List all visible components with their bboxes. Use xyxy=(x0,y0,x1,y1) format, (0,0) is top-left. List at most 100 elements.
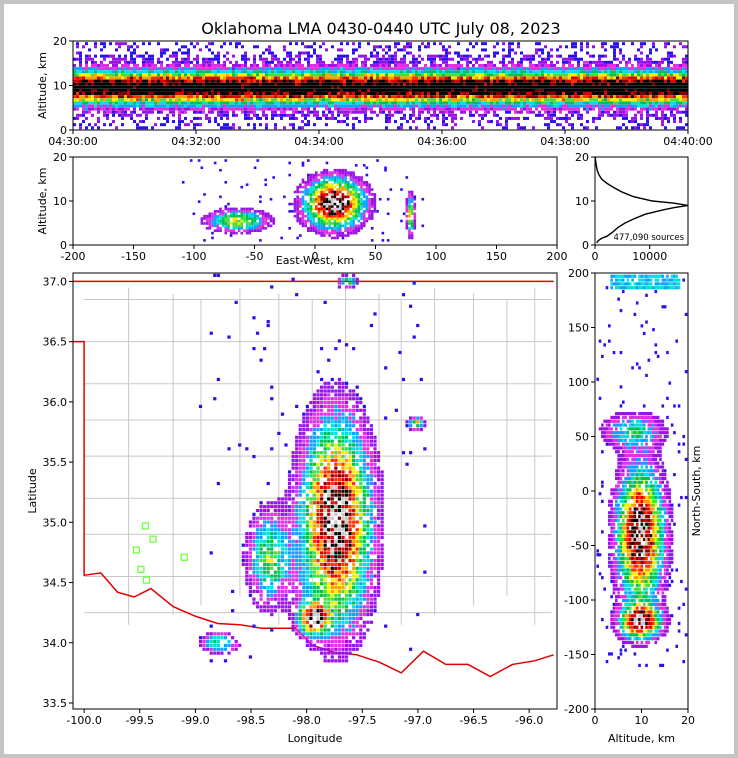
time-height-source xyxy=(664,98,667,102)
time-height-source xyxy=(358,76,361,80)
ew-source xyxy=(296,236,299,240)
time-height-source xyxy=(106,70,109,74)
time-height-source xyxy=(487,85,490,89)
time-height-source xyxy=(367,85,370,89)
time-height-source xyxy=(172,51,175,55)
time-height-source xyxy=(538,48,541,52)
time-height-source xyxy=(313,107,316,111)
time-height-source xyxy=(190,101,193,105)
time-height-source xyxy=(559,82,562,86)
time-height-source xyxy=(574,73,577,77)
time-height-source xyxy=(349,82,352,86)
time-height-source xyxy=(376,76,379,80)
ew-source xyxy=(336,234,339,237)
time-height-source xyxy=(613,45,616,49)
time-height-source xyxy=(262,57,265,61)
time-height-source xyxy=(154,123,157,127)
ew-source xyxy=(354,183,358,187)
time-height-source xyxy=(682,82,685,86)
time-height-source xyxy=(172,67,175,71)
time-height-source xyxy=(649,98,652,102)
time-height-source xyxy=(328,63,331,67)
time-height-source xyxy=(514,101,517,105)
time-height-source xyxy=(301,76,304,80)
ew-source xyxy=(352,183,355,187)
time-height-source xyxy=(133,104,136,108)
ew-source xyxy=(245,226,249,230)
time-height-source xyxy=(178,126,181,130)
ew-source xyxy=(315,181,318,184)
ew-source xyxy=(312,173,315,177)
time-height-source xyxy=(274,88,277,92)
time-height-source xyxy=(283,92,286,96)
time-height-source xyxy=(394,45,397,49)
time-height-source xyxy=(559,110,562,114)
time-height-source xyxy=(217,70,220,74)
time-height-source xyxy=(661,116,664,120)
time-height-source xyxy=(136,82,139,86)
time-height-source xyxy=(346,107,349,111)
time-height-source xyxy=(223,123,226,127)
time-height-source xyxy=(232,76,235,80)
time-height-source xyxy=(136,92,139,96)
time-height-source xyxy=(142,76,145,80)
time-height-source xyxy=(253,123,256,127)
time-height-source xyxy=(289,67,292,71)
time-height-source xyxy=(313,104,316,108)
time-height-source xyxy=(502,104,505,108)
time-height-source xyxy=(145,67,148,71)
ew-source xyxy=(346,207,350,211)
time-height-source xyxy=(289,63,292,67)
time-height-source xyxy=(442,60,445,64)
ew-source xyxy=(349,224,353,228)
ew-source xyxy=(352,197,355,201)
time-height-source xyxy=(298,73,301,77)
time-height-source xyxy=(565,116,568,120)
time-height-source xyxy=(355,67,358,71)
time-height-source xyxy=(646,54,649,58)
time-height-source xyxy=(331,73,334,77)
time-height-source xyxy=(571,76,574,80)
time-height-source xyxy=(169,88,172,92)
time-height-source xyxy=(571,126,574,130)
time-height-source xyxy=(139,73,142,77)
time-height-source xyxy=(445,98,448,102)
time-height-source xyxy=(232,79,235,83)
time-height-source xyxy=(106,116,109,120)
time-height-source xyxy=(421,67,424,71)
ew-source xyxy=(370,210,374,213)
time-height-source xyxy=(220,88,223,92)
time-height-source xyxy=(292,63,295,67)
time-height-source xyxy=(583,60,586,64)
time-height-source xyxy=(262,82,265,86)
time-height-source xyxy=(682,76,685,80)
time-height-source xyxy=(376,88,379,92)
time-height-source xyxy=(457,104,460,108)
time-height-source xyxy=(580,104,583,108)
time-height-source xyxy=(100,88,103,92)
time-height-source xyxy=(493,110,496,114)
time-height-source xyxy=(262,101,265,105)
time-height-source xyxy=(655,113,658,117)
time-height-source xyxy=(304,107,307,111)
ew-source xyxy=(322,226,326,230)
time-height-source xyxy=(130,104,133,108)
time-height-source xyxy=(484,63,487,67)
time-height-source xyxy=(508,79,511,83)
time-height-source xyxy=(502,98,505,102)
time-height-source xyxy=(586,85,589,89)
time-height-source xyxy=(679,126,682,130)
time-height-source xyxy=(562,63,565,67)
time-height-source xyxy=(364,54,367,58)
ew-source xyxy=(365,219,369,223)
time-height-source xyxy=(535,92,538,96)
time-height-source xyxy=(481,63,484,67)
time-height-source xyxy=(265,123,268,127)
ew-source xyxy=(336,207,339,211)
time-height-source xyxy=(409,60,412,64)
time-height-source xyxy=(523,54,526,58)
ew-source xyxy=(402,212,406,216)
time-height-source xyxy=(490,85,493,89)
time-height-source xyxy=(421,82,424,86)
time-height-source xyxy=(199,107,202,111)
